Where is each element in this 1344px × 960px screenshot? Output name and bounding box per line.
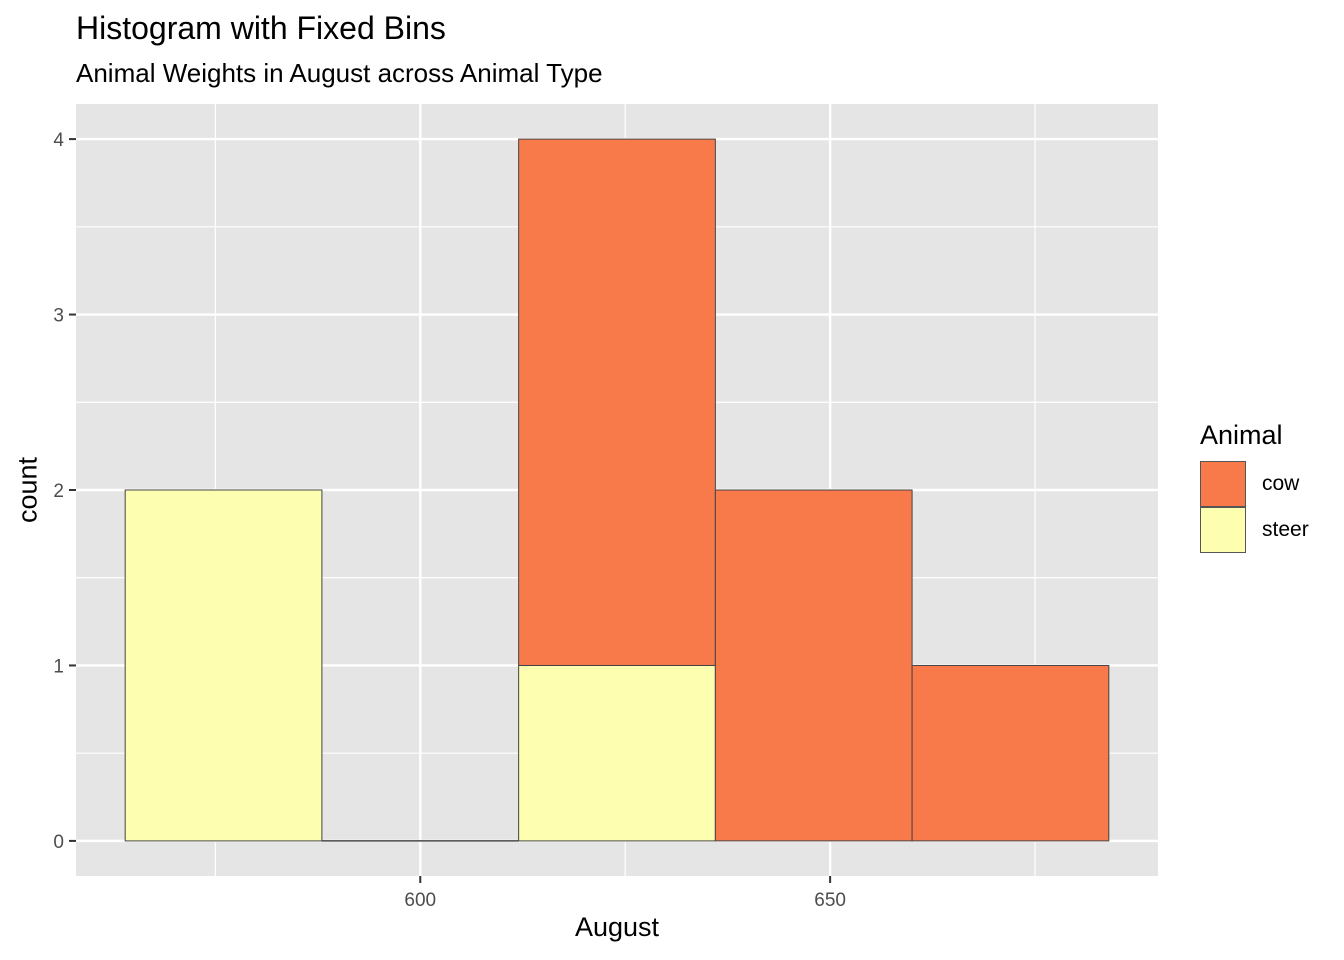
chart-title: Histogram with Fixed Bins bbox=[76, 10, 446, 46]
y-tick-label: 0 bbox=[53, 832, 64, 853]
x-tick-label: 650 bbox=[814, 890, 846, 911]
legend-label-cow: cow bbox=[1262, 472, 1300, 495]
legend-item-cow: cow bbox=[1200, 461, 1309, 507]
bar-cow-bin-4 bbox=[714, 489, 913, 842]
bar-steer-bin-1 bbox=[124, 489, 323, 842]
legend-label-steer: steer bbox=[1262, 518, 1309, 541]
chart-subtitle: Animal Weights in August across Animal T… bbox=[76, 58, 603, 88]
x-axis-label: August bbox=[574, 912, 660, 942]
legend-item-steer: steer bbox=[1200, 507, 1309, 553]
legend: Animal cow steer bbox=[1200, 420, 1309, 553]
y-tick-label: 1 bbox=[53, 656, 64, 677]
x-tick-label: 600 bbox=[404, 890, 436, 911]
legend-title: Animal bbox=[1200, 420, 1283, 450]
legend-key-steer bbox=[1200, 507, 1246, 553]
y-tick-label: 2 bbox=[53, 481, 64, 502]
legend-key-cow bbox=[1200, 461, 1246, 507]
y-tick-label: 3 bbox=[53, 306, 64, 327]
y-axis-label: count bbox=[12, 456, 43, 524]
bar-cow-bin-5 bbox=[911, 664, 1110, 842]
y-tick-label: 4 bbox=[53, 130, 64, 151]
bar-steer-bin-3 bbox=[518, 664, 716, 842]
bar-cow-bin-3 bbox=[518, 138, 716, 666]
